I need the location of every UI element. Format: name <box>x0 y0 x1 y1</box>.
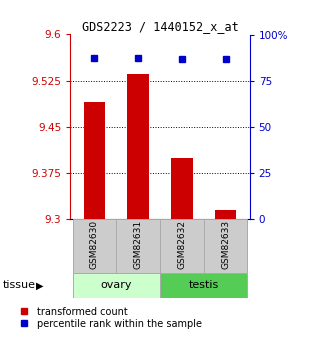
Bar <box>171 158 193 219</box>
Bar <box>84 102 105 219</box>
Title: GDS2223 / 1440152_x_at: GDS2223 / 1440152_x_at <box>82 20 238 33</box>
Bar <box>116 219 160 273</box>
Bar <box>160 273 247 298</box>
Bar <box>160 219 204 273</box>
Bar <box>215 210 236 219</box>
Text: ▶: ▶ <box>36 280 44 290</box>
Bar <box>73 273 160 298</box>
Text: tissue: tissue <box>3 280 36 290</box>
Text: GSM82632: GSM82632 <box>177 220 186 269</box>
Bar <box>73 219 116 273</box>
Bar <box>127 75 149 219</box>
Text: testis: testis <box>188 280 219 290</box>
Text: GSM82631: GSM82631 <box>134 220 143 269</box>
Bar <box>204 219 247 273</box>
Legend: transformed count, percentile rank within the sample: transformed count, percentile rank withi… <box>14 307 202 329</box>
Text: ovary: ovary <box>100 280 132 290</box>
Text: GSM82633: GSM82633 <box>221 220 230 269</box>
Text: GSM82630: GSM82630 <box>90 220 99 269</box>
